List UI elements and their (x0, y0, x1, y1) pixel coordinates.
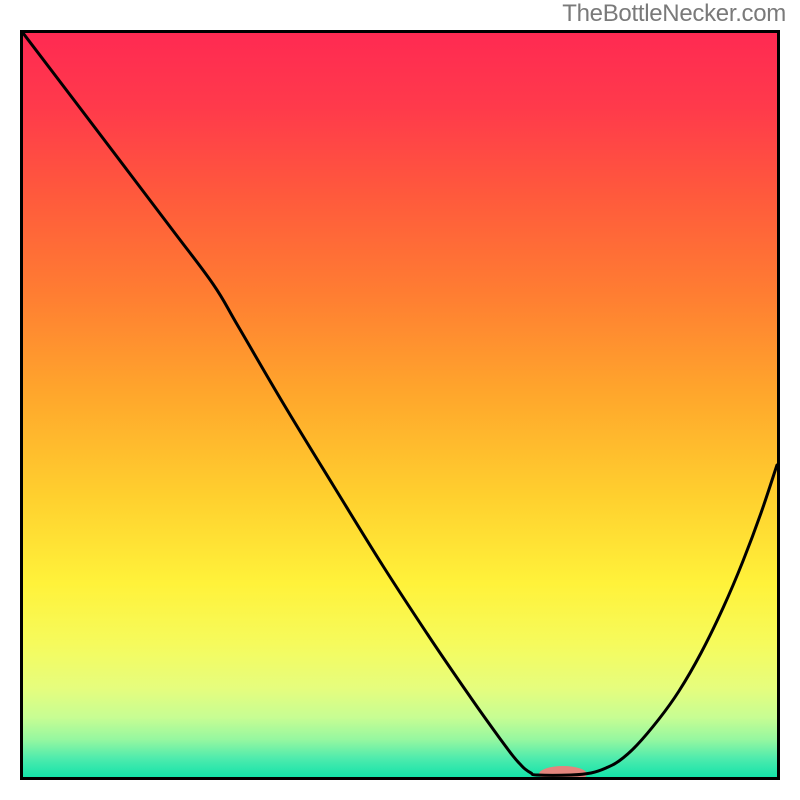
gradient-background (23, 33, 777, 777)
plot-svg (23, 33, 777, 777)
chart-container: TheBottleNecker.com (0, 0, 800, 800)
plot-area (20, 30, 780, 780)
watermark-text: TheBottleNecker.com (562, 0, 786, 28)
